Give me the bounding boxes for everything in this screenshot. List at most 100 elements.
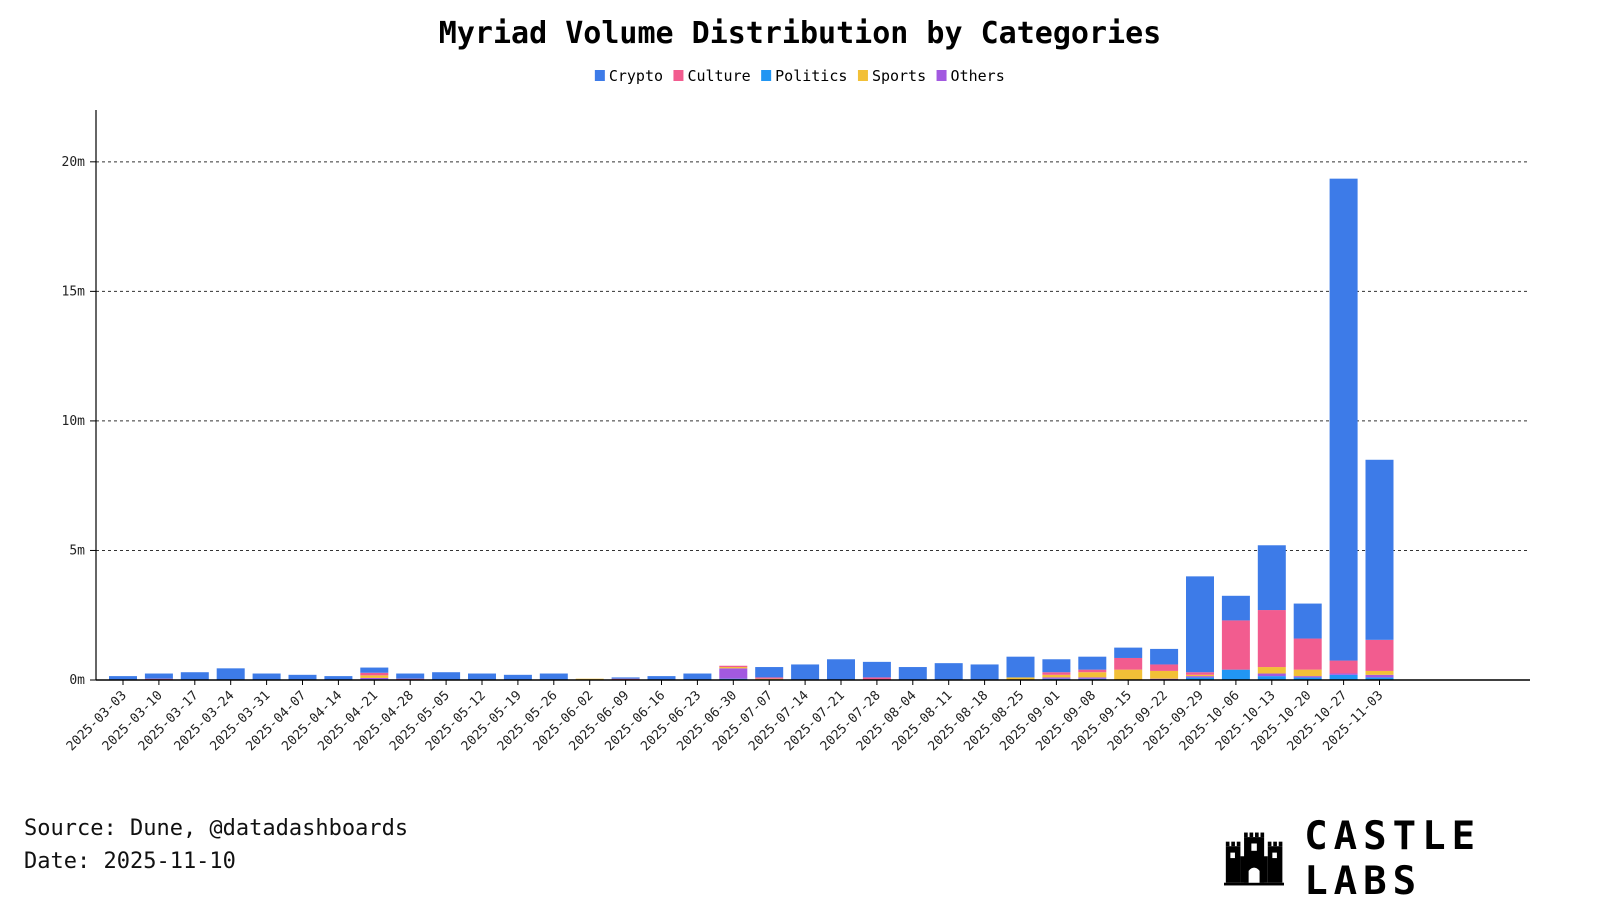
- bar-crypto: [539, 673, 568, 680]
- bar-crypto: [144, 673, 173, 679]
- bar-crypto: [1365, 459, 1394, 640]
- bar-sports: [1257, 667, 1286, 674]
- castle-labs-logo: CASTLE LABS: [1224, 814, 1600, 904]
- bar-others: [719, 668, 748, 679]
- bar-sports: [1114, 669, 1143, 680]
- bar-culture: [1365, 639, 1394, 671]
- bar-politics: [1329, 674, 1358, 680]
- bar-sports: [1006, 677, 1035, 680]
- bar-crypto: [503, 674, 532, 680]
- bar-sports: [1365, 670, 1394, 675]
- bar-crypto: [683, 673, 712, 680]
- legend-label-others: Others: [951, 67, 1005, 85]
- bar-crypto: [1186, 576, 1214, 673]
- bar-politics: [1186, 677, 1214, 680]
- bar-crypto: [934, 663, 963, 680]
- bar-others: [360, 677, 389, 680]
- bar-politics: [1257, 676, 1286, 680]
- bar-crypto: [827, 659, 855, 680]
- source-note: Source: Dune, @datadashboards: [24, 816, 409, 841]
- bar-culture: [1114, 657, 1143, 670]
- bar-others: [1257, 673, 1286, 677]
- legend-swatch-politics: [761, 70, 772, 81]
- bar-crypto: [468, 673, 496, 680]
- date-note: Date: 2025-11-10: [24, 849, 236, 874]
- legend-swatch-crypto: [594, 70, 605, 81]
- legend-label-crypto: Crypto: [609, 67, 663, 85]
- y-tick-label: 0m: [69, 673, 85, 688]
- legend-label-politics: Politics: [775, 67, 847, 85]
- bar-crypto: [862, 661, 891, 678]
- bar-crypto: [611, 677, 640, 679]
- bar-culture: [1257, 610, 1286, 668]
- bar-culture: [1221, 620, 1250, 670]
- bar-others: [1293, 676, 1322, 678]
- bar-crypto: [216, 668, 245, 680]
- bar-politics: [1221, 669, 1250, 680]
- bar-crypto: [1329, 178, 1358, 661]
- bar-crypto: [180, 672, 209, 680]
- bar-sports: [1186, 674, 1214, 677]
- bar-crypto: [1042, 659, 1071, 673]
- bar-crypto: [1150, 648, 1179, 665]
- bar-crypto: [360, 667, 389, 673]
- bar-sports: [1293, 669, 1322, 677]
- bar-crypto: [1293, 603, 1322, 639]
- bar-culture: [1150, 664, 1179, 671]
- bar-culture: [1078, 669, 1107, 673]
- bar-crypto: [252, 673, 281, 680]
- bar-crypto: [1257, 545, 1286, 611]
- bar-sports: [719, 667, 748, 669]
- stacked-bar-chart: Myriad Volume Distribution by Categories…: [62, 16, 1530, 754]
- bar-crypto: [1114, 647, 1143, 658]
- bar-others: [1186, 676, 1214, 678]
- bar-crypto: [791, 664, 820, 680]
- legend: Crypto Culture Politics Sports Others: [594, 67, 1005, 85]
- bar-politics: [1293, 677, 1322, 680]
- bar-crypto: [324, 676, 353, 680]
- bar-culture: [1186, 672, 1214, 675]
- bar-crypto: [432, 672, 461, 680]
- y-tick-label: 10m: [62, 414, 86, 429]
- brand-name: CASTLE LABS: [1304, 814, 1482, 904]
- bar-others: [1078, 677, 1107, 679]
- bar-crypto: [288, 674, 317, 680]
- bar-culture: [719, 665, 748, 668]
- bar-crypto: [1078, 656, 1107, 670]
- bar-crypto: [1221, 595, 1250, 621]
- bar-culture: [862, 677, 891, 680]
- bar-others: [1329, 673, 1358, 675]
- gridlines: [96, 161, 1530, 551]
- bar-culture: [1293, 638, 1322, 670]
- bar-culture: [1042, 672, 1071, 675]
- bar-culture: [755, 677, 784, 679]
- y-tick-label: 15m: [62, 284, 86, 299]
- legend-label-sports: Sports: [872, 67, 926, 85]
- legend-swatch-sports: [857, 70, 868, 81]
- bar-others: [1365, 674, 1394, 678]
- bar-politics: [1365, 677, 1394, 680]
- x-axis: 2025-03-032025-03-102025-03-172025-03-24…: [64, 679, 1530, 754]
- y-axis: 0m 5m 10m 15m 20m: [62, 110, 97, 688]
- bars: [109, 178, 1394, 681]
- legend-label-culture: Culture: [687, 67, 750, 85]
- bar-crypto: [1006, 656, 1035, 678]
- bar-sports: [360, 675, 389, 678]
- bar-crypto: [109, 676, 137, 680]
- bar-others: [1042, 677, 1071, 679]
- bar-crypto: [970, 664, 999, 680]
- bar-crypto: [647, 676, 676, 680]
- bar-sports: [1150, 670, 1179, 679]
- legend-swatch-culture: [673, 70, 684, 81]
- bar-sports: [1042, 674, 1071, 678]
- bar-culture: [1329, 660, 1358, 674]
- bar-crypto: [898, 667, 927, 680]
- bar-crypto: [755, 667, 784, 678]
- y-tick-label: 20m: [62, 155, 86, 170]
- bar-culture: [360, 672, 389, 676]
- legend-swatch-others: [936, 70, 947, 81]
- bar-crypto: [396, 673, 425, 679]
- castle-icon: [1224, 832, 1285, 886]
- y-tick-label: 5m: [69, 543, 85, 558]
- bar-sports: [1078, 672, 1107, 678]
